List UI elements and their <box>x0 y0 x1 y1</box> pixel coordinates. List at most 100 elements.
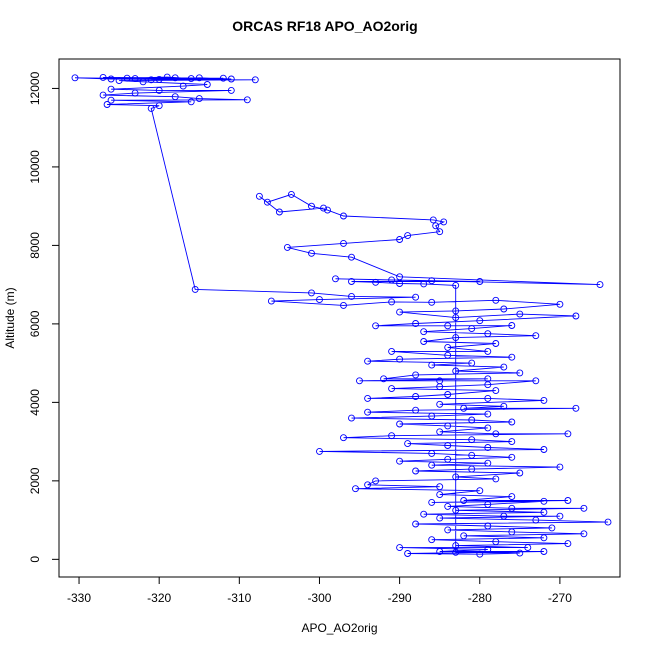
data-point <box>348 292 355 300</box>
data-point <box>388 432 396 440</box>
data-point <box>131 75 139 83</box>
data-point <box>227 86 235 94</box>
data-point <box>412 320 420 327</box>
data-point <box>396 308 404 316</box>
data-point <box>444 455 452 463</box>
data-point <box>564 497 572 504</box>
y-axis: 0 2000 4000 6000 8000 10000 12000 <box>28 71 60 563</box>
data-point <box>452 506 460 514</box>
data-point <box>508 493 516 501</box>
data-point <box>263 198 271 206</box>
x-axis: -330 -320 -310 -300 -290 -280 -270 <box>67 576 572 605</box>
y-tick-label: 10000 <box>28 150 42 184</box>
data-point <box>364 357 372 365</box>
data-point <box>428 277 436 285</box>
data-point <box>444 351 452 359</box>
data-point <box>243 96 251 104</box>
data-point <box>412 393 420 400</box>
data-point <box>316 447 323 455</box>
data-point <box>115 77 123 85</box>
data-point <box>412 293 420 301</box>
data-point <box>548 524 556 532</box>
data-point <box>468 359 476 367</box>
x-tick-label: -280 <box>468 591 492 605</box>
data-point <box>340 212 347 220</box>
data-point <box>155 102 163 110</box>
data-point <box>340 434 347 442</box>
y-tick-label: 2000 <box>28 467 42 494</box>
data-point <box>580 504 588 512</box>
data-point <box>508 322 516 329</box>
data-point <box>436 483 444 491</box>
data-point <box>203 81 211 88</box>
data-point <box>432 222 440 230</box>
data-point <box>420 328 428 336</box>
data-point <box>500 363 508 371</box>
data-point <box>540 548 548 555</box>
y-tick-label: 0 <box>28 556 42 563</box>
data-point <box>388 276 396 284</box>
data-point <box>428 536 436 544</box>
data-point <box>444 343 452 351</box>
data-point <box>484 424 492 432</box>
data-point <box>484 394 492 402</box>
data-point <box>596 281 604 289</box>
data-point <box>404 440 412 448</box>
data-point <box>484 444 492 451</box>
data-point <box>436 400 444 408</box>
data-point <box>444 526 452 534</box>
data-point <box>428 412 436 420</box>
data-point <box>516 369 524 377</box>
data-point <box>404 232 412 240</box>
data-point <box>492 538 500 546</box>
data-point <box>356 377 363 385</box>
data-point <box>508 453 516 461</box>
y-tick-label: 4000 <box>28 389 42 416</box>
data-point <box>572 312 580 320</box>
data-point <box>275 208 283 216</box>
data-point <box>516 549 524 557</box>
data-point <box>540 508 548 516</box>
data-point <box>404 550 412 557</box>
data-point <box>452 334 460 342</box>
data-point <box>308 249 315 257</box>
data-point <box>436 548 444 555</box>
data-point <box>340 239 347 247</box>
data-point <box>484 522 492 530</box>
data-point <box>372 322 380 330</box>
data-point <box>444 442 452 449</box>
data-point <box>540 446 548 453</box>
data-point <box>123 74 131 82</box>
data-point <box>316 296 323 304</box>
data-point <box>508 418 516 426</box>
data-point <box>195 95 203 103</box>
data-point <box>71 74 79 82</box>
data-point <box>468 451 476 459</box>
data-point <box>436 428 444 436</box>
data-point <box>516 469 524 477</box>
data-point <box>332 275 339 283</box>
x-tick-label: -330 <box>67 591 91 605</box>
chart-title: ORCAS RF18 APO_AO2orig <box>232 18 418 34</box>
data-point <box>103 101 111 108</box>
data-point <box>191 285 199 293</box>
data-point <box>564 540 572 548</box>
data-point <box>155 86 163 94</box>
data-point <box>380 375 388 383</box>
data-point <box>428 498 436 506</box>
data-point <box>468 436 476 444</box>
data-point <box>516 310 524 318</box>
data-point <box>131 89 139 97</box>
data-point <box>372 278 380 286</box>
data-point <box>532 332 540 340</box>
data-point <box>267 297 275 305</box>
data-point <box>187 75 195 83</box>
data-point <box>251 76 259 84</box>
data-point <box>460 404 468 412</box>
data-point <box>540 497 548 505</box>
data-point <box>372 477 380 485</box>
data-point <box>388 298 396 306</box>
data-point <box>436 383 444 391</box>
data-point <box>440 218 448 226</box>
